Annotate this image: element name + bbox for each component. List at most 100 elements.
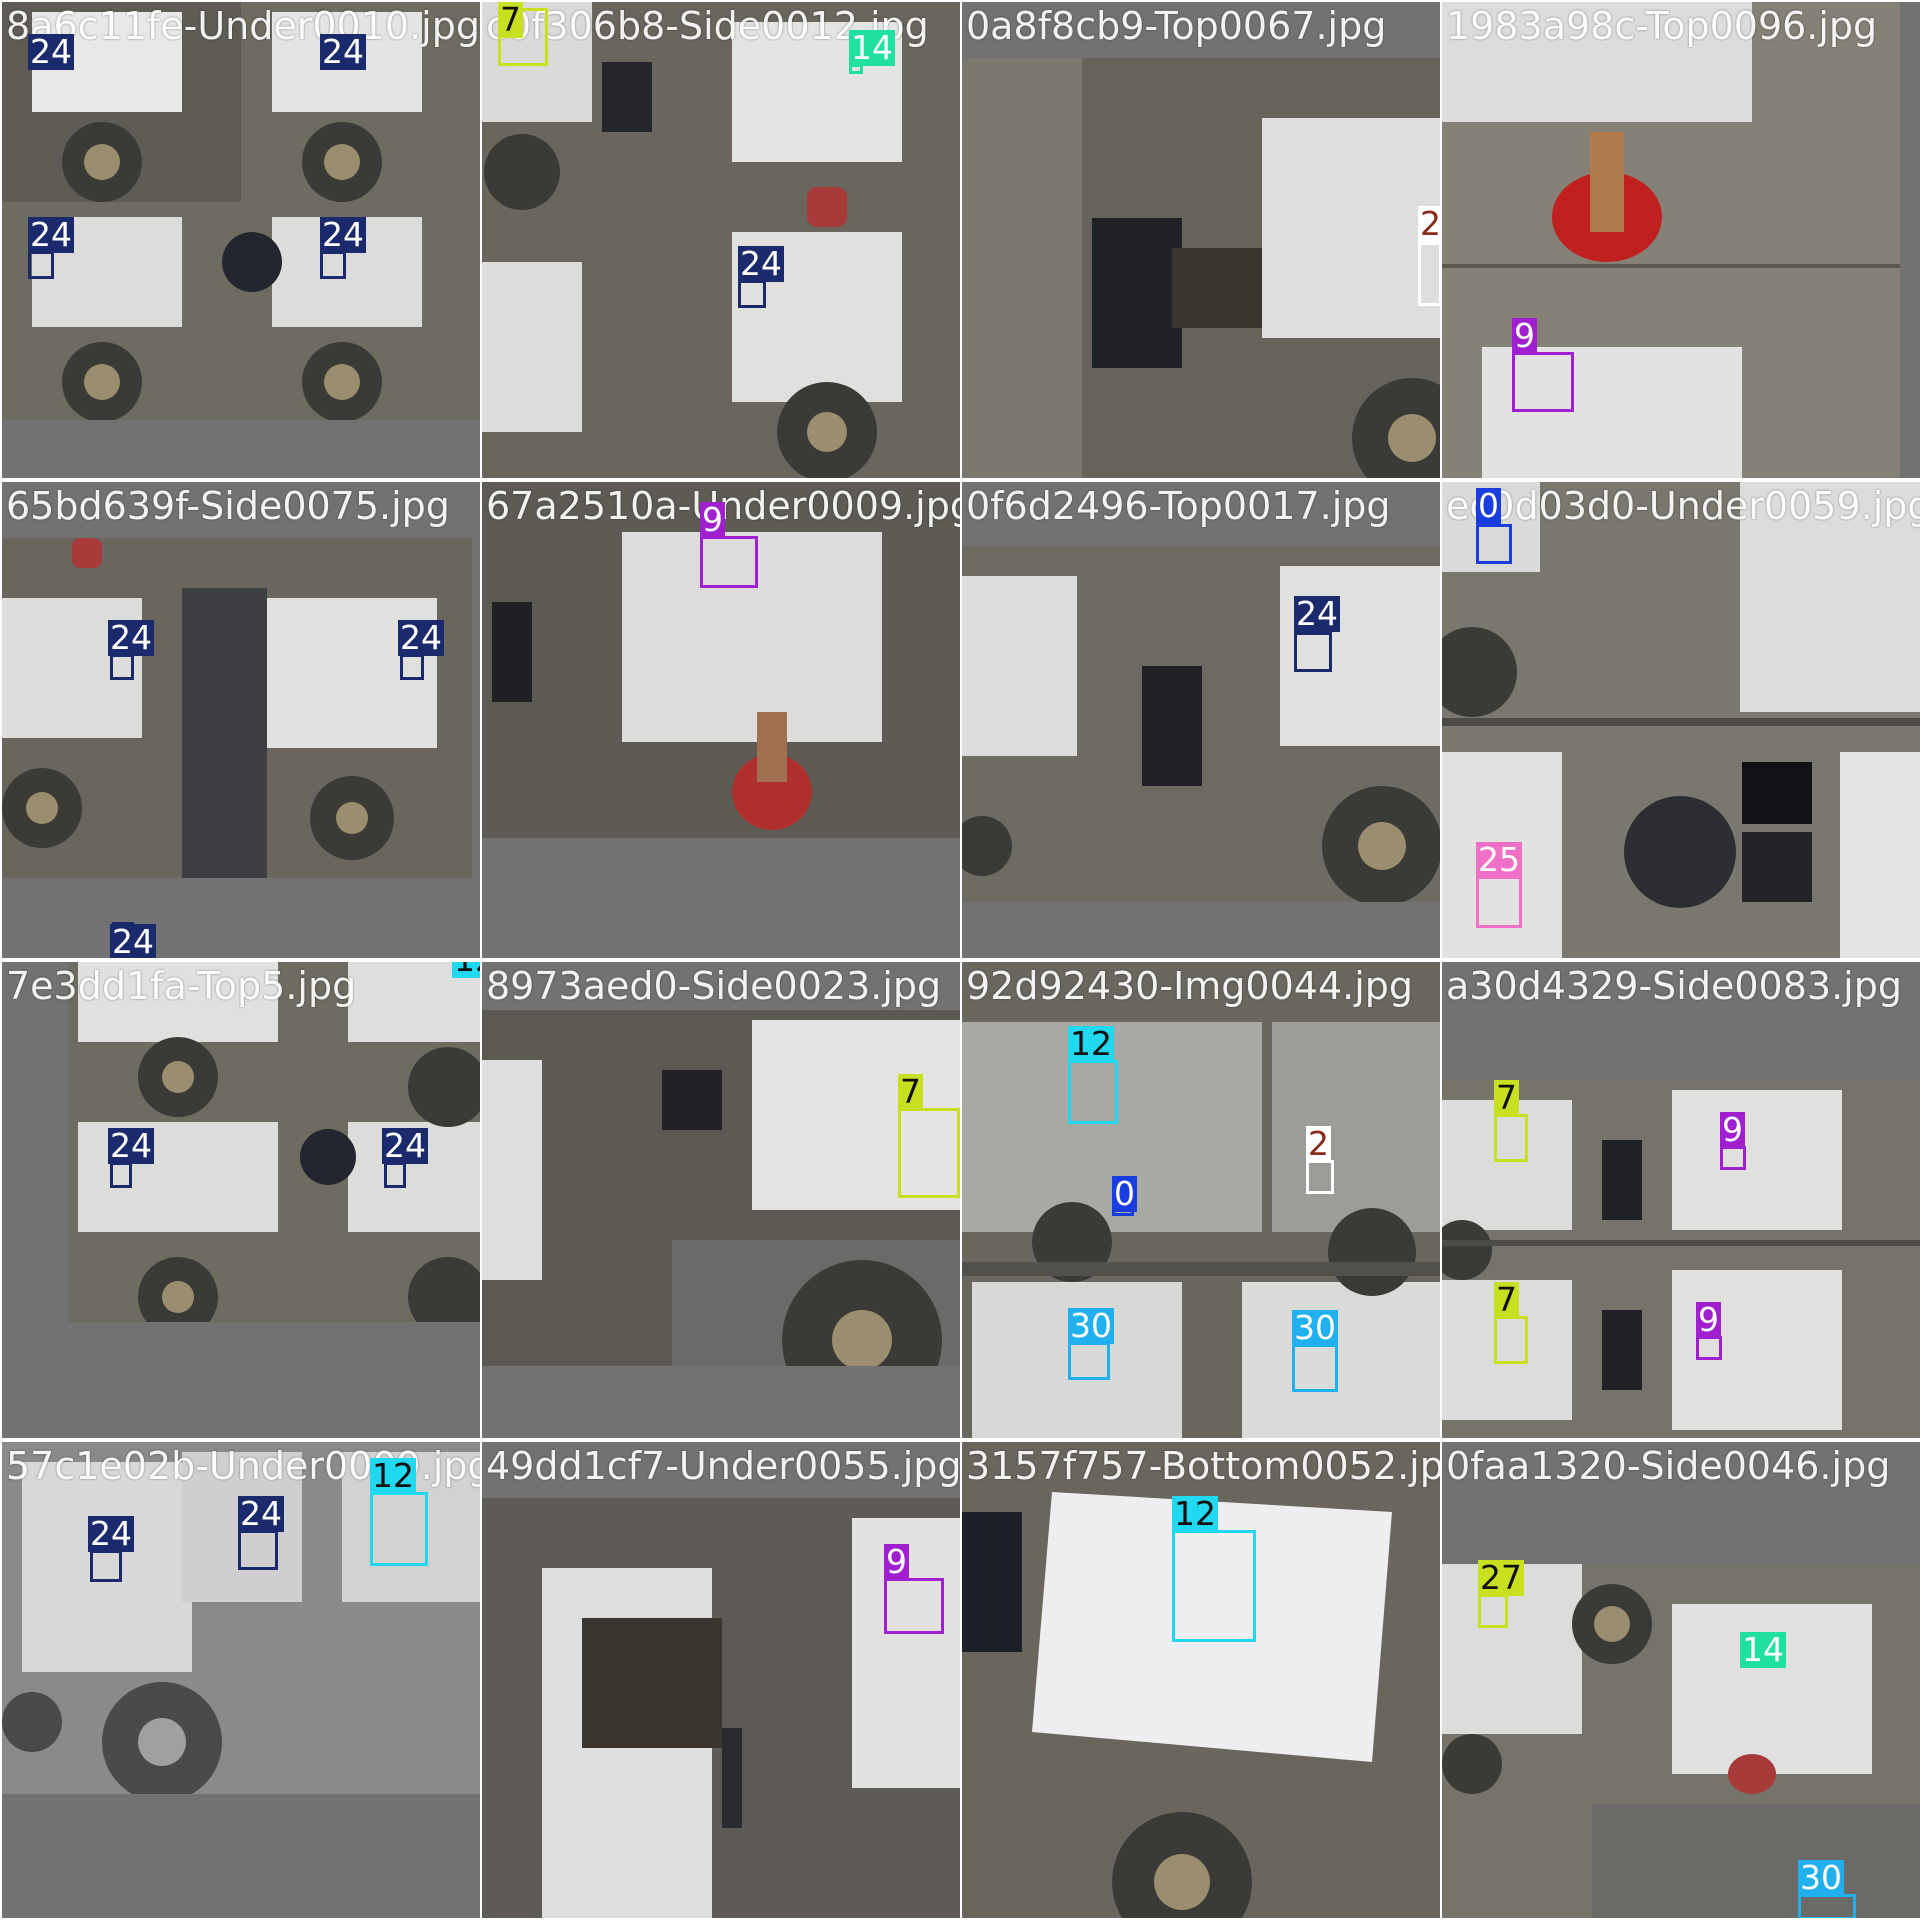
detection-box[interactable]: [90, 1550, 122, 1582]
detection-box[interactable]: [1292, 1344, 1338, 1392]
detection-box[interactable]: [238, 1530, 278, 1570]
detection-box[interactable]: [28, 251, 54, 279]
tile-4[interactable]: 65bd639f-Side0075.jpg 24 24 24: [2, 482, 480, 958]
tile-1[interactable]: c0f306b8-Side0012.jpg 7 14 24: [482, 2, 960, 478]
class-label: 7: [1494, 1080, 1519, 1116]
detection-box[interactable]: [400, 654, 424, 680]
tile-filename: a30d4329-Side0083.jpg: [1446, 964, 1902, 1008]
tile-15[interactable]: 0faa1320-Side0046.jpg 27 14 30: [1442, 1442, 1920, 1918]
tile-8[interactable]: 7e3dd1fa-Top5.jpg 24 24 12: [2, 962, 480, 1438]
detection-box[interactable]: [1294, 632, 1332, 672]
class-label: 24: [28, 34, 74, 70]
detection-box[interactable]: [1306, 1160, 1334, 1194]
detection-box[interactable]: [1068, 1342, 1110, 1380]
tile-14[interactable]: 3157f757-Bottom0052.jpg 12: [962, 1442, 1440, 1918]
detection-box[interactable]: [738, 280, 766, 308]
detection-box[interactable]: [1478, 1594, 1508, 1628]
detection-box[interactable]: [1512, 352, 1574, 412]
class-label: 24: [738, 246, 784, 282]
tile-6[interactable]: 0f6d2496-Top0017.jpg 24: [962, 482, 1440, 958]
class-label: 9: [700, 502, 725, 538]
class-label: 24: [110, 924, 156, 958]
tile-3[interactable]: 1983a98c-Top0096.jpg 9: [1442, 2, 1920, 478]
class-label: 2: [1418, 206, 1440, 242]
detection-box[interactable]: [1696, 1336, 1722, 1360]
tile-filename: 0a8f8cb9-Top0067.jpg: [966, 4, 1386, 48]
class-label: 24: [398, 620, 444, 656]
class-label: 27: [1478, 1560, 1524, 1596]
class-label: 25: [1476, 842, 1522, 878]
tile-filename: 0f6d2496-Top0017.jpg: [966, 484, 1391, 528]
tile-13[interactable]: 49dd1cf7-Under0055.jpg 9: [482, 1442, 960, 1918]
tile-image: [1442, 2, 1900, 478]
class-label: 12: [370, 1458, 416, 1494]
tile-11[interactable]: a30d4329-Side0083.jpg 7 9 7 9: [1442, 962, 1920, 1438]
tile-filename: ec0d03d0-Under0059.jpg: [1446, 484, 1920, 528]
detection-box[interactable]: [110, 654, 134, 680]
class-label: 7: [498, 2, 523, 38]
tile-filename: 8a6c11fe-Under0010.jpg: [6, 4, 480, 48]
tile-0[interactable]: 8a6c11fe-Under0010.jpg 24 24 24 24: [2, 2, 480, 478]
class-label: 9: [884, 1544, 909, 1580]
class-label: 12: [452, 962, 480, 978]
tile-filename: 1983a98c-Top0096.jpg: [1446, 4, 1877, 48]
detection-box[interactable]: [1068, 1060, 1118, 1124]
tile-filename: 49dd1cf7-Under0055.jpg: [486, 1444, 960, 1488]
detection-box[interactable]: [1476, 524, 1512, 564]
tile-image: [962, 962, 1440, 1438]
tile-7[interactable]: ec0d03d0-Under0059.jpg 0 25: [1442, 482, 1920, 958]
tile-filename: 92d92430-Img0044.jpg: [966, 964, 1413, 1008]
class-label: 24: [28, 217, 74, 253]
class-label: 30: [1798, 1860, 1844, 1896]
detection-box[interactable]: [370, 1492, 428, 1566]
tile-12[interactable]: 57c1e02b-Under0009.jpg 24 24 12: [2, 1442, 480, 1918]
detection-box[interactable]: [1418, 242, 1440, 306]
tile-filename: 8973aed0-Side0023.jpg: [486, 964, 941, 1008]
class-label: 9: [1696, 1302, 1721, 1338]
tile-image: [962, 58, 1440, 478]
detection-box[interactable]: [700, 536, 758, 588]
class-label: 30: [1292, 1310, 1338, 1346]
class-label: 7: [898, 1074, 923, 1110]
detection-box[interactable]: [898, 1108, 960, 1198]
detection-box[interactable]: [1476, 876, 1522, 928]
tile-filename: 3157f757-Bottom0052.jpg: [966, 1444, 1440, 1488]
class-label: 2: [1306, 1126, 1331, 1162]
detection-box[interactable]: [1720, 1146, 1746, 1170]
class-label: 0: [1476, 488, 1501, 524]
tile-10[interactable]: 92d92430-Img0044.jpg 12 0 2 30 30: [962, 962, 1440, 1438]
tile-2[interactable]: 0a8f8cb9-Top0067.jpg 2: [962, 2, 1440, 478]
detection-box[interactable]: [1172, 1530, 1256, 1642]
detection-box[interactable]: [1798, 1894, 1856, 1918]
class-label: 24: [108, 1128, 154, 1164]
class-label: 14: [1740, 1632, 1786, 1668]
tile-image: [1442, 1564, 1920, 1918]
class-label: 9: [1512, 318, 1537, 354]
tile-image: [2, 538, 472, 878]
detection-box[interactable]: [320, 251, 346, 279]
class-label: 7: [1494, 1282, 1519, 1318]
tile-5[interactable]: 67a2510a-Under0009.jpg 9: [482, 482, 960, 958]
tile-image: [482, 2, 960, 478]
class-label: 9: [1720, 1112, 1745, 1148]
detection-box[interactable]: [1494, 1114, 1528, 1162]
tile-filename: 65bd639f-Side0075.jpg: [6, 484, 450, 528]
tile-filename: 7e3dd1fa-Top5.jpg: [6, 964, 356, 1008]
detection-box[interactable]: [884, 1578, 944, 1634]
detection-box[interactable]: [110, 1162, 132, 1188]
class-label: 30: [1068, 1308, 1114, 1344]
class-label: 24: [320, 217, 366, 253]
class-label: 24: [238, 1496, 284, 1532]
class-label: 24: [1294, 596, 1340, 632]
class-label: 24: [320, 34, 366, 70]
tile-filename: 0faa1320-Side0046.jpg: [1446, 1444, 1890, 1488]
class-label: 24: [108, 620, 154, 656]
class-label: 12: [1068, 1026, 1114, 1062]
tile-image: [482, 1010, 960, 1366]
class-label: 24: [88, 1516, 134, 1552]
detection-box[interactable]: [384, 1162, 406, 1188]
detection-box[interactable]: [1494, 1316, 1528, 1364]
class-label: 12: [1172, 1496, 1218, 1532]
tile-9[interactable]: 8973aed0-Side0023.jpg 7: [482, 962, 960, 1438]
tile-image: [962, 546, 1440, 902]
